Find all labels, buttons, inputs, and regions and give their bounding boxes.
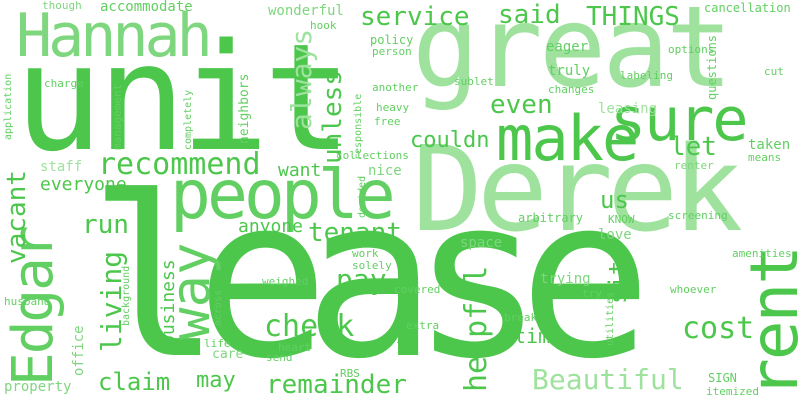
word-background: background [121, 265, 132, 326]
word-options: options [668, 43, 715, 56]
word-love: love [598, 227, 632, 243]
word-questions: questions [705, 34, 719, 100]
word-work: work [352, 247, 379, 260]
word-id: id [396, 331, 413, 347]
word-whoever: whoever [670, 283, 717, 296]
word-lease: lease [88, 150, 652, 400]
word-claim: claim [98, 368, 171, 396]
word-things: THINGS [586, 2, 680, 32]
word-neighbors: neighbors [237, 73, 252, 144]
word-utilities: utilities [605, 291, 616, 346]
word-heavy: heavy [376, 101, 410, 114]
word-truly: truly [548, 63, 591, 79]
word-means: means [748, 151, 782, 164]
word-arbitrary: arbitrary [518, 211, 584, 225]
word-nice: nice [368, 163, 402, 179]
word-beautiful: Beautiful [532, 363, 684, 396]
word-recommend: recommend [98, 147, 261, 182]
word-send: send [266, 351, 293, 364]
word-management: management [111, 83, 124, 150]
word-another: another [372, 81, 419, 94]
word-trying: trying [540, 271, 591, 287]
word-vacant: vacant [2, 170, 32, 264]
word-sublet: sublet [454, 75, 494, 88]
word-application: application [3, 73, 14, 140]
word-weighed: weighed [262, 275, 309, 288]
word-life: life [204, 337, 231, 350]
word-collections: collections [336, 149, 409, 162]
word-rbs: RBS [340, 367, 360, 380]
word-run: run [82, 210, 129, 240]
word-across: across [213, 289, 224, 326]
word-time: time [514, 324, 563, 348]
word-hannah: Hannah [16, 1, 213, 71]
word-policy: policy [370, 33, 414, 47]
word-service: service [360, 2, 470, 32]
word-anyone: anyone [238, 216, 304, 237]
word-everyone: everyone [40, 174, 127, 195]
word-may: may [196, 368, 236, 393]
word-covered: covered [394, 283, 441, 296]
word-cancellation: cancellation [704, 1, 791, 15]
word-heart: heart [278, 341, 312, 354]
word-decided: decided [357, 175, 368, 218]
word-let: let [670, 132, 717, 162]
word-itemized: itemized [706, 385, 759, 398]
word-sign: SIGN [708, 371, 737, 385]
word-free: free [374, 115, 401, 128]
word-derek: Derek [412, 120, 743, 258]
word-said: said [498, 0, 561, 30]
word-us: us [600, 186, 629, 214]
word-tenant: tenant [308, 218, 402, 248]
word-office: office [71, 325, 87, 376]
word-labeling: labeling [620, 69, 673, 82]
word-unit: unit [14, 12, 352, 184]
word-leasing: leasing [598, 101, 658, 117]
word-renter: renter [674, 159, 714, 172]
word-cost: cost [682, 311, 755, 346]
word-make: make [496, 102, 639, 175]
word-sure: sure [610, 85, 748, 155]
word-solely: solely [352, 259, 392, 272]
word-person: person [372, 45, 412, 58]
word-though: though [42, 0, 82, 12]
word-eager: eager [546, 39, 589, 55]
word-pay: pay [336, 263, 387, 296]
word-charge: charge [44, 77, 84, 90]
word-husband: husband [4, 295, 51, 308]
word-check: check [264, 309, 355, 344]
word-property: property [4, 379, 72, 395]
word-extra: extra [406, 319, 440, 332]
word-accommodate: accommodate [100, 0, 193, 15]
word-screening: screening [668, 209, 728, 222]
word-know: KNOW [608, 213, 635, 226]
word-completely: completely [183, 89, 194, 150]
word-cut: cut [764, 65, 784, 78]
word-space: space [460, 235, 503, 251]
word-taken: taken [748, 137, 791, 153]
word-hook: hook [310, 19, 337, 32]
word-want: want [278, 160, 322, 181]
word-break: break [504, 311, 538, 324]
word-amenities: amenities [732, 247, 792, 260]
word-couldn: couldn [410, 128, 490, 153]
word-business: business [158, 259, 179, 346]
word-people: people [170, 156, 396, 235]
word-always: always [285, 28, 318, 130]
word-care: care [212, 347, 244, 362]
word-staff: staff [40, 159, 83, 175]
word-great: great [412, 0, 733, 113]
word-try: try [582, 287, 602, 300]
word-helpful: helpful [459, 265, 494, 392]
word-remainder: remainder [266, 370, 407, 400]
word-changes: changes [548, 83, 595, 96]
word-wonderful: wonderful [268, 3, 344, 19]
word-even: even [490, 90, 553, 120]
